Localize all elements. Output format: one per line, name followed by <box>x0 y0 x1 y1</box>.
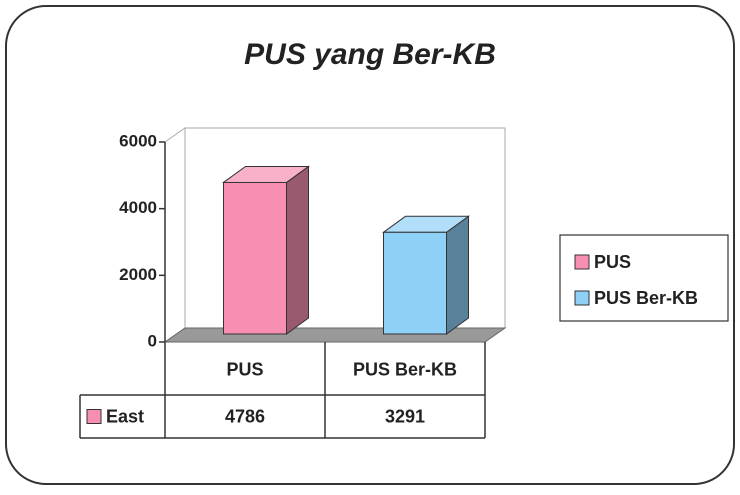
table-legend-key <box>86 409 102 424</box>
x-tick-label: PUS <box>226 359 263 379</box>
legend-box <box>559 234 729 322</box>
side-wall <box>164 127 186 343</box>
y-tick-label: 6000 <box>119 131 157 150</box>
legend-label: PUS <box>594 252 631 272</box>
chart-title: PUS yang Ber-KB <box>244 38 496 71</box>
table-series-label: East <box>106 406 144 426</box>
y-tick-label: 0 <box>148 331 157 350</box>
floor <box>163 327 507 343</box>
x-tick-label: PUS Ber-KB <box>353 359 457 379</box>
legend-key <box>574 290 590 306</box>
bar-side <box>286 165 309 335</box>
y-tick-label: 2000 <box>119 265 157 284</box>
table-value: 3291 <box>385 406 425 426</box>
legend-label: PUS Ber-KB <box>594 288 698 308</box>
bar-side <box>446 215 469 335</box>
y-tick-label: 4000 <box>119 198 157 217</box>
bar <box>383 231 447 335</box>
table-value: 4786 <box>225 406 265 426</box>
bar <box>223 181 287 335</box>
legend-key <box>574 254 590 270</box>
